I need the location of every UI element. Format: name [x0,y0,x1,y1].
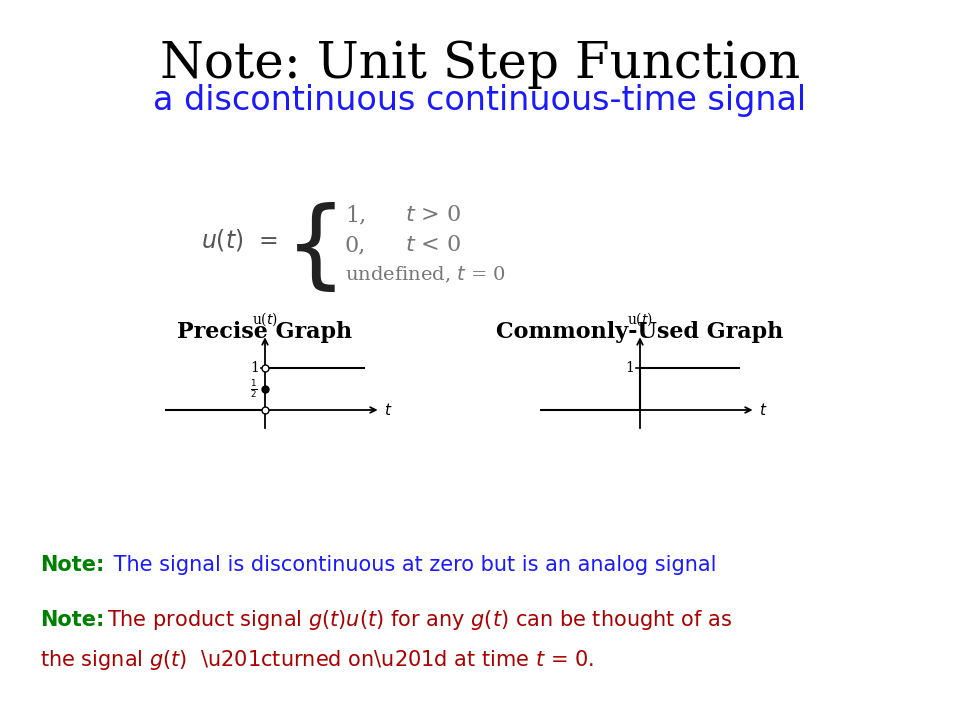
Text: u($t$): u($t$) [627,310,653,328]
Text: undefined, $t$ = 0: undefined, $t$ = 0 [345,265,506,285]
Text: a discontinuous continuous-time signal: a discontinuous continuous-time signal [154,84,806,117]
Text: $\frac{1}{2}$: $\frac{1}{2}$ [251,378,258,400]
Text: Commonly-Used Graph: Commonly-Used Graph [496,321,783,343]
Text: Note: Unit Step Function: Note: Unit Step Function [160,40,800,89]
Text: The product signal $g(t)u(t)$ for any $g(t)$ can be thought of as: The product signal $g(t)u(t)$ for any $g… [107,608,732,632]
Text: 1,: 1, [345,204,367,226]
Text: u($t$): u($t$) [252,310,278,328]
Text: $t$ < 0: $t$ < 0 [405,234,461,256]
Text: Note:: Note: [40,555,105,575]
Text: $t$ > 0: $t$ > 0 [405,204,461,226]
Text: $t$: $t$ [384,402,393,418]
Text: 1: 1 [625,361,634,375]
Text: Note:: Note: [40,610,105,630]
Text: the signal $g(t)$  \u201cturned on\u201d at time $t$ = 0.: the signal $g(t)$ \u201cturned on\u201d … [40,648,594,672]
Text: Precise Graph: Precise Graph [178,321,352,343]
Text: The signal is discontinuous at zero but is an analog signal: The signal is discontinuous at zero but … [107,555,716,575]
Text: $\{$: $\{$ [284,201,336,295]
Text: 0,: 0, [345,234,367,256]
Text: 1: 1 [251,361,259,375]
Text: $u(t)$  =: $u(t)$ = [201,227,278,253]
Text: $t$: $t$ [758,402,767,418]
